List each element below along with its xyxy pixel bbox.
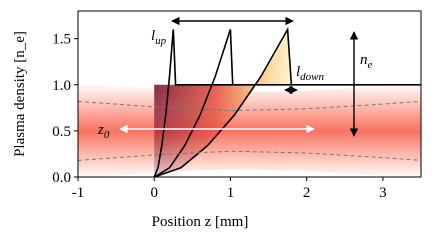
annotation-sub: e [368,59,373,71]
density-line [153,26,293,177]
profile-fill [154,29,292,177]
axes-frame [77,10,422,178]
annotation-text: z [97,122,104,138]
density-line [78,150,421,161]
x-tick-label: 3 [379,185,387,201]
x-tick-label: 0 [150,185,158,201]
annotation-text: l [296,64,300,80]
y-tick-label: 1.5 [52,32,71,48]
annotation-sub: 0 [104,129,110,141]
x-tick-label: 1 [227,185,235,201]
y-axis-label: Plasma density [n_e] [12,31,28,157]
annotation: ldown [296,64,325,83]
y-tick-label: 0.0 [52,170,71,186]
x-tick-label: 2 [303,185,311,201]
y-tick-label: 0.5 [52,124,71,140]
data-layer [78,26,421,177]
x-tick-label: -1 [72,185,85,201]
beam-glow [78,83,421,177]
y-tick-label: 1.0 [52,78,71,94]
x-axis-label: Position z [mm] [152,214,249,230]
annotation-text: l [151,28,155,44]
density-line [153,29,421,177]
annotation-sub: up [155,35,167,47]
annotation: z0 [97,122,110,141]
annotation: ne [360,52,373,71]
density-line [78,100,421,112]
annotation-text: n [360,52,368,68]
annotation: lup [151,28,167,47]
annotation-sub: down [300,71,324,83]
density-line [153,29,234,177]
